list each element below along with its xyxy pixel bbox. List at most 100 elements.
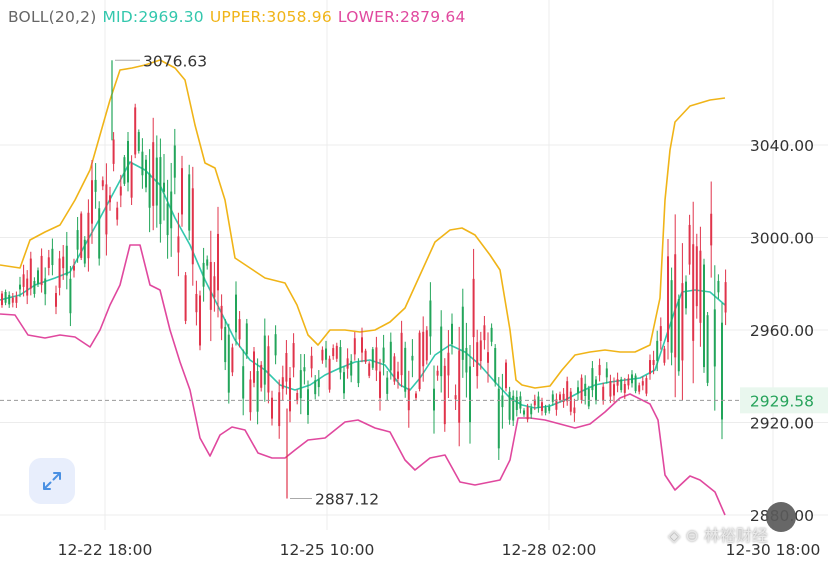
candle-down [134,103,137,159]
candle-up [429,282,432,355]
candle-up [127,131,129,192]
candle-down [476,329,479,389]
candle-up [706,312,709,387]
candle-up [587,385,590,410]
candle-up [508,386,511,425]
candle-down [447,330,450,399]
candle-down [87,199,90,272]
candle-up [544,404,547,416]
candle-down [278,379,281,439]
candle-down [285,340,288,395]
grid-lines [0,0,828,530]
candle-up [224,318,227,371]
watermark: ◈ ⊜ 林裕财经 [668,522,768,546]
candle-down [152,117,155,231]
candle-down [562,388,565,408]
time-tick-label: 12-25 10:00 [280,541,375,559]
candle-up [631,370,633,388]
candle-down [40,248,43,293]
candle-down [616,372,619,393]
candle-up [145,154,147,193]
time-tick-label: 12-22 18:00 [58,541,153,559]
candle-up [551,390,554,406]
candle-down [195,280,198,326]
expand-icon [43,472,61,490]
mid-band-line [0,161,726,409]
candle-up [371,346,374,370]
candle-up [76,216,79,263]
candle-up [677,294,680,376]
candle-down [22,264,25,297]
candle-up [577,380,579,401]
candle-down [364,348,367,364]
candle-up [123,155,126,186]
candle-up [69,265,72,327]
candle-up [159,138,162,243]
candle-down [533,394,536,411]
candle-up [411,339,414,378]
candle-up [188,164,191,241]
candle-up [307,380,309,424]
candle-down [346,348,349,379]
candle-down [400,320,403,388]
candle-up [206,255,209,270]
indicator-legend: BOLL(20,2) MID:2969.30 UPPER:3058.96 LOWER:… [8,8,472,26]
candle-down [116,201,119,226]
candle-down [659,317,662,350]
candle-up [343,366,345,400]
candle-up [4,289,7,306]
candle-up [519,391,522,414]
candle-down [332,344,335,360]
mid-value: MID:2969.30 [102,8,204,26]
candle-down [483,315,486,350]
candle-down [101,176,104,191]
candle-down [613,377,615,403]
candle-down [1,290,3,308]
candle-down [407,370,410,428]
candle-up [389,332,392,380]
bollinger-bands [0,59,726,516]
candle-up [717,274,720,299]
candle-up [584,375,587,405]
candle-down [199,290,201,351]
current-price-value: 2929.58 [750,392,814,410]
candle-up [33,277,36,298]
min-price-label: 2887.12 [315,491,379,509]
candle-up [303,354,306,385]
candle-down [231,343,234,377]
candle-up [263,318,266,402]
candle-up [494,344,497,387]
candle-up [19,276,21,298]
candle-down [393,353,396,385]
expand-button[interactable] [29,458,75,504]
candle-down [598,358,601,382]
candle-down [267,335,270,404]
candle-up [523,408,525,417]
candle-down [321,346,324,364]
candle-up [245,318,248,359]
candle-down [627,374,630,390]
candle-down [181,155,183,227]
upper-band-line [0,59,726,389]
candle-down [710,181,713,278]
candle-up [670,267,673,366]
scroll-indicator[interactable] [766,502,796,532]
candle-down [29,251,32,296]
candle-down [487,332,489,383]
watermark-text: 林裕财经 [703,526,768,545]
price-tick-label: 2920.00 [750,415,814,433]
candle-down [177,212,180,277]
candle-down [652,350,655,375]
candle-down [73,258,75,278]
candle-down [638,382,641,395]
candle-up [440,310,443,393]
candle-down [695,233,698,319]
price-tick-label: 3000.00 [750,230,814,248]
candle-down [62,244,65,280]
candle-up [339,340,342,380]
candle-down [109,186,111,211]
candle-up [433,365,435,434]
candle-down [220,294,223,341]
candle-up [595,376,597,405]
